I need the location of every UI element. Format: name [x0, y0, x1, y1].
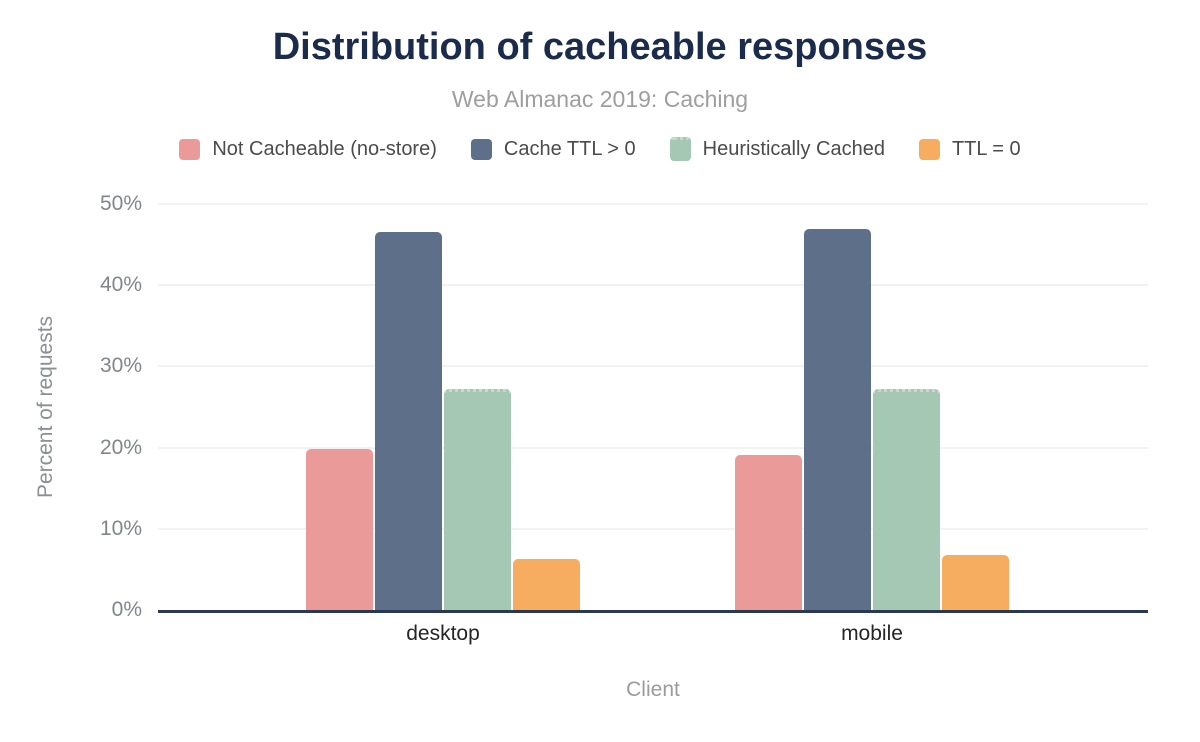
legend-item-heuristically-cached[interactable]: Heuristically Cached [669, 137, 885, 161]
legend-swatch-icon [470, 138, 492, 160]
y-tick-label-40: 40% [99, 273, 142, 297]
plot-area: 0% 10% 20% 30% 40% 50% desktop mobile [100, 192, 1148, 645]
legend-swatch-icon [669, 137, 691, 161]
x-tick-label-mobile: mobile [841, 622, 903, 645]
legend-label: Heuristically Cached [702, 137, 885, 160]
legend-swatch-icon [918, 138, 940, 160]
gridline-10 [158, 527, 1148, 530]
legend-swatch-icon [179, 138, 201, 160]
bar-cache-ttl-0-mobile[interactable] [804, 229, 871, 610]
y-tick-label-30: 30% [99, 354, 142, 378]
bar-ttl-0-desktop[interactable] [513, 558, 580, 610]
legend-label: Cache TTL > 0 [503, 137, 636, 160]
bar-cache-ttl-0-desktop[interactable] [375, 232, 442, 610]
chart-subtitle: Web Almanac 2019: Caching [451, 86, 749, 112]
gridline-30 [158, 365, 1148, 368]
bar-heuristically-cached-mobile[interactable] [873, 389, 940, 610]
y-tick-label-10: 10% [99, 516, 142, 540]
gridline-40 [158, 284, 1148, 287]
legend-item-not-cacheable-no-store[interactable]: Not Cacheable (no-store) [179, 138, 437, 161]
bar-heuristically-cached-desktop[interactable] [444, 389, 511, 610]
legend-label: TTL = 0 [951, 137, 1021, 160]
bar-not-cacheable-no-store-mobile[interactable] [735, 454, 802, 610]
bar-group-mobile [735, 204, 1009, 610]
x-axis-title: Client [626, 678, 680, 701]
bar-not-cacheable-no-store-desktop[interactable] [306, 449, 373, 610]
y-axis-title: Percent of requests [34, 315, 57, 499]
legend-item-ttl-0[interactable]: TTL = 0 [918, 137, 1021, 161]
bar-group-desktop [306, 204, 580, 610]
bar-ttl-0-mobile[interactable] [942, 554, 1009, 610]
y-tick-label-50: 50% [99, 192, 142, 215]
y-tick-label-0: 0% [111, 598, 142, 621]
legend: Not Cacheable (no-store) Cache TTL > 0 Heu… [0, 137, 1200, 161]
legend-label: Not Cacheable (no-store) [212, 137, 437, 160]
y-tick-label-20: 20% [99, 435, 142, 459]
gridline-20 [158, 446, 1148, 449]
gridline-50 [158, 203, 1148, 205]
x-tick-label-desktop: desktop [406, 622, 480, 645]
legend-item-cache-ttl-0[interactable]: Cache TTL > 0 [470, 137, 636, 161]
chart-title: Distribution of cacheable responses [272, 26, 928, 68]
